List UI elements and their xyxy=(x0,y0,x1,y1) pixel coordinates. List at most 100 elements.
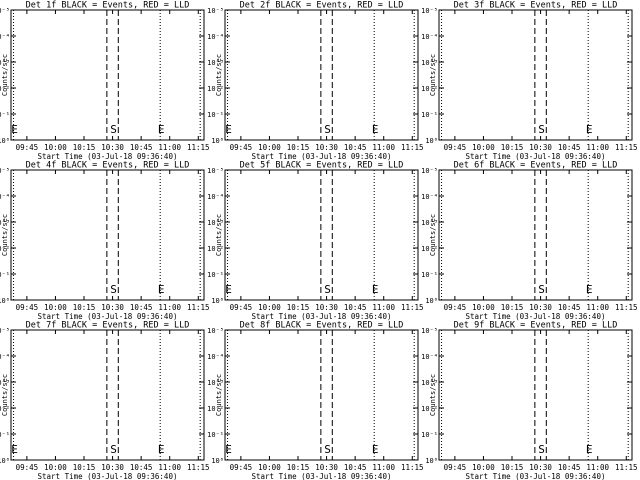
y-axis-label: Counts/sec xyxy=(429,374,437,416)
detector-panel: Det 6f BLACK = Events, RED = LLD Counts/s… xyxy=(421,161,637,322)
x-tick-label: 11:00 xyxy=(158,143,181,152)
x-tick-label: 10:45 xyxy=(558,143,581,152)
y-tick-label: 10⁻⁴ xyxy=(0,33,10,41)
x-tick-label: 10:45 xyxy=(130,143,153,152)
event-marker-label: E xyxy=(158,283,165,296)
event-marker-label: S xyxy=(110,123,117,136)
x-tick-label: 09:45 xyxy=(16,463,39,472)
y-tick-label: 10⁻⁵ xyxy=(421,7,438,15)
y-tick-label: 10⁻¹ xyxy=(207,431,224,439)
y-tick-label: 10⁻³ xyxy=(207,219,224,227)
x-axis-label: Start Time (03-Jul-18 09:36:40) xyxy=(252,152,392,161)
x-tick-label: 10:30 xyxy=(529,463,552,472)
x-tick-label: 10:15 xyxy=(501,143,524,152)
axes-frame xyxy=(224,169,419,301)
event-marker-label: E xyxy=(372,123,379,136)
y-tick-label: 10⁰ xyxy=(0,297,10,305)
x-tick-label: 10:45 xyxy=(130,463,153,472)
x-axis-label: Start Time (03-Jul-18 09:36:40) xyxy=(38,312,178,321)
x-tick-label: 10:15 xyxy=(501,463,524,472)
y-tick-label: 10⁰ xyxy=(211,137,224,145)
event-marker-label: S xyxy=(110,283,117,296)
x-axis-label: Start Time (03-Jul-18 09:36:40) xyxy=(466,472,606,480)
event-marker-label: E xyxy=(586,123,593,136)
x-tick-label: 11:15 xyxy=(401,303,424,312)
x-tick-label: 10:00 xyxy=(258,303,281,312)
x-tick-label: 10:15 xyxy=(73,143,96,152)
x-axis-label: Start Time (03-Jul-18 09:36:40) xyxy=(466,312,606,321)
y-tick-label: 10⁻² xyxy=(421,405,438,413)
y-tick-label: 10⁻² xyxy=(207,85,224,93)
y-tick-label: 10⁻⁵ xyxy=(0,327,10,335)
axes-frame xyxy=(224,329,419,461)
y-tick-label: 10⁻² xyxy=(0,245,10,253)
y-tick-label: 10⁻⁵ xyxy=(421,167,438,175)
panel-title: Det 6f BLACK = Events, RED = LLD xyxy=(454,161,618,171)
x-axis-label: Start Time (03-Jul-18 09:36:40) xyxy=(38,152,178,161)
x-axis-label: Start Time (03-Jul-18 09:36:40) xyxy=(38,472,178,480)
y-tick-label: 10⁻⁵ xyxy=(207,7,224,15)
event-marker-label: E xyxy=(586,443,593,456)
x-tick-label: 11:15 xyxy=(615,143,638,152)
y-tick-label: 10⁻⁴ xyxy=(421,193,438,201)
axes-frame xyxy=(438,329,633,461)
y-tick-label: 10⁻⁵ xyxy=(0,167,10,175)
y-tick-label: 10⁻⁴ xyxy=(207,353,224,361)
detector-panel: Det 1f BLACK = Events, RED = LLD Counts/s… xyxy=(0,1,210,162)
x-tick-label: 09:45 xyxy=(16,143,39,152)
x-tick-label: 10:30 xyxy=(315,143,338,152)
y-tick-label: 10⁻⁴ xyxy=(207,193,224,201)
x-tick-label: 11:00 xyxy=(586,143,609,152)
event-marker-label: E xyxy=(225,443,232,456)
x-tick-label: 10:30 xyxy=(101,303,124,312)
y-tick-label: 10⁻¹ xyxy=(421,431,438,439)
x-tick-label: 10:15 xyxy=(287,143,310,152)
axes-frame xyxy=(438,169,633,301)
x-tick-label: 10:45 xyxy=(130,303,153,312)
y-tick-label: 10⁻⁴ xyxy=(207,33,224,41)
panel-title: Det 9f BLACK = Events, RED = LLD xyxy=(454,321,618,331)
y-tick-label: 10⁻³ xyxy=(421,219,438,227)
y-tick-label: 10⁰ xyxy=(0,457,10,465)
x-tick-label: 10:00 xyxy=(258,143,281,152)
event-marker-label: E xyxy=(225,123,232,136)
x-tick-label: 10:00 xyxy=(472,463,495,472)
y-tick-label: 10⁻¹ xyxy=(207,271,224,279)
detector-panel: Det 4f BLACK = Events, RED = LLD Counts/s… xyxy=(0,161,210,322)
x-tick-label: 10:45 xyxy=(344,143,367,152)
y-tick-label: 10⁻¹ xyxy=(421,271,438,279)
x-tick-label: 11:00 xyxy=(586,303,609,312)
y-axis-label: Counts/sec xyxy=(429,214,437,256)
event-marker-label: S xyxy=(110,443,117,456)
x-tick-label: 09:45 xyxy=(444,303,467,312)
event-marker-label: E xyxy=(372,443,379,456)
detector-panel: Det 3f BLACK = Events, RED = LLD Counts/s… xyxy=(421,1,637,162)
y-tick-label: 10⁻² xyxy=(207,405,224,413)
y-tick-label: 10⁻¹ xyxy=(207,111,224,119)
axes-frame xyxy=(10,9,205,141)
x-tick-label: 09:45 xyxy=(230,303,253,312)
y-axis-label: Counts/sec xyxy=(215,54,223,96)
event-marker-label: S xyxy=(538,283,545,296)
detector-panel: Det 5f BLACK = Events, RED = LLD Counts/s… xyxy=(207,161,423,322)
y-tick-label: 10⁻⁴ xyxy=(0,353,10,361)
y-tick-label: 10⁰ xyxy=(211,297,224,305)
x-tick-label: 10:30 xyxy=(101,143,124,152)
x-tick-label: 10:00 xyxy=(44,463,67,472)
y-axis-label: Counts/sec xyxy=(429,54,437,96)
y-tick-label: 10⁻⁵ xyxy=(207,327,224,335)
x-tick-label: 11:15 xyxy=(401,463,424,472)
x-tick-label: 09:45 xyxy=(16,303,39,312)
y-tick-label: 10⁻⁵ xyxy=(0,7,10,15)
x-tick-label: 10:30 xyxy=(315,463,338,472)
x-tick-label: 10:45 xyxy=(558,303,581,312)
event-marker-label: S xyxy=(324,443,331,456)
x-tick-label: 11:15 xyxy=(187,303,210,312)
event-marker-label: E xyxy=(586,283,593,296)
x-tick-label: 11:00 xyxy=(158,303,181,312)
y-tick-label: 10⁰ xyxy=(425,297,438,305)
x-tick-label: 11:00 xyxy=(586,463,609,472)
axes-frame xyxy=(10,329,205,461)
x-tick-label: 10:30 xyxy=(529,143,552,152)
x-tick-label: 10:00 xyxy=(258,463,281,472)
